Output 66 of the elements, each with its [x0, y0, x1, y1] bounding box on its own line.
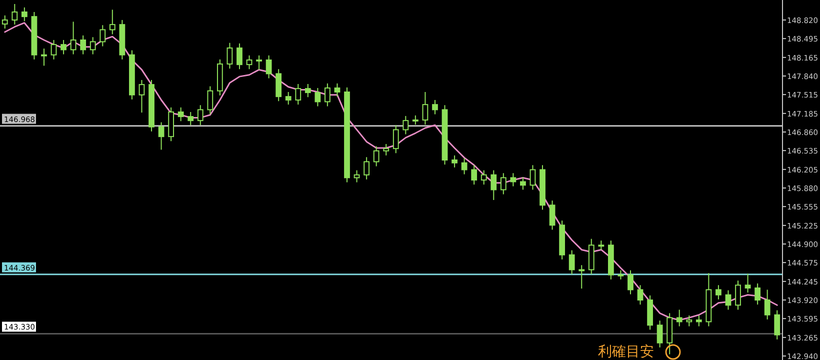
candlestick: [422, 92, 428, 126]
candlestick: [490, 170, 497, 200]
candlestick: [549, 200, 556, 230]
candlestick: [744, 273, 751, 294]
candlestick: [568, 250, 575, 275]
candlestick: [266, 54, 272, 79]
candlestick: [334, 82, 340, 98]
candlestick: [70, 21, 76, 55]
candlestick: [285, 92, 292, 106]
candlestick: [754, 282, 761, 306]
candlestick: [471, 164, 478, 186]
candlestick: [41, 48, 47, 66]
candlestick: [138, 80, 145, 114]
candlestick: [226, 42, 233, 70]
candlestick: [696, 314, 702, 327]
candlestick: [383, 144, 390, 156]
candlestick: [207, 86, 214, 115]
candlestick: [50, 40, 57, 60]
candlestick: [500, 172, 506, 195]
candlestick: [764, 289, 770, 320]
candlestick: [725, 290, 732, 310]
candlestick: [412, 114, 418, 126]
candlestick: [392, 124, 399, 154]
candlestick: [276, 68, 282, 102]
candlestick: [480, 170, 487, 186]
candlestick: [295, 84, 302, 106]
candlestick: [12, 4, 18, 26]
candlestick: [178, 106, 184, 122]
candlestick: [100, 24, 106, 47]
candlestick: [452, 154, 458, 168]
line-series: [4, 22, 778, 321]
candlestick: [2, 14, 8, 30]
candlestick: [246, 54, 252, 70]
candlestick: [256, 54, 262, 70]
candlestick: [314, 88, 321, 107]
candlestick: [197, 104, 204, 126]
candlestick: [364, 156, 370, 180]
candlestick: [628, 270, 634, 295]
annotation: 利確目安: [598, 344, 654, 360]
candlestick: [188, 112, 194, 126]
candlestick: [774, 310, 780, 340]
candlestick: [60, 40, 66, 55]
candlestick: [21, 6, 28, 22]
candlestick: [735, 280, 741, 310]
candlestick: [90, 36, 96, 55]
candlestick: [324, 82, 330, 107]
candlestick: [373, 146, 380, 167]
candlestick: [656, 320, 663, 348]
candlestick: [578, 264, 585, 290]
candlestick: [618, 270, 624, 280]
candlestick: [109, 9, 116, 35]
candlestick: [432, 100, 438, 115]
candlestick: [598, 240, 604, 250]
candlestick: [402, 116, 409, 135]
candlestick: [716, 284, 722, 300]
candlestick: [637, 284, 644, 306]
candlestick: [520, 176, 526, 190]
candlestick: [676, 309, 682, 327]
candlestick: [158, 122, 164, 150]
candlestick: [461, 158, 468, 175]
candlestick: [304, 84, 311, 98]
candlestick: [80, 34, 86, 55]
candlestick: [236, 42, 242, 70]
candlestick: [530, 164, 536, 190]
candlestick: [510, 172, 516, 187]
candlestick: [686, 314, 692, 327]
